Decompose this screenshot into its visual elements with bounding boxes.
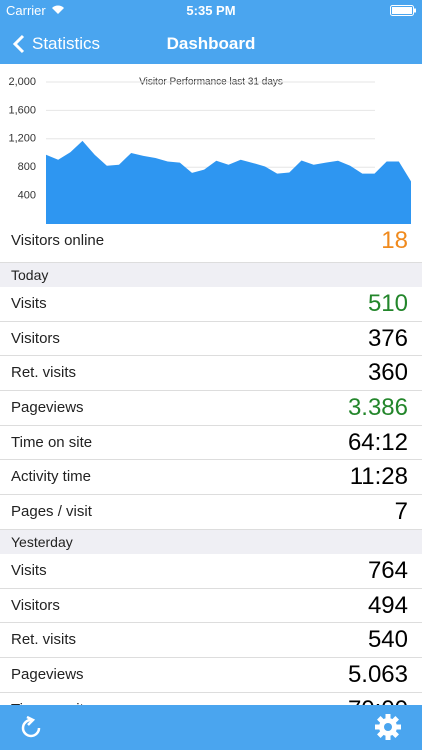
stat-value: 18 [381,227,408,254]
back-chevron[interactable] [12,34,26,54]
stat-value: 7 [394,498,408,526]
stat-row: Ret. visits 540 [0,623,422,658]
refresh-button[interactable] [19,716,43,740]
stat-value: 510 [367,290,408,317]
stat-label: Activity time [11,468,92,486]
wifi-icon [52,5,64,14]
stat-value: 494 [367,591,408,619]
stat-row: Pages / visit 7 [0,495,422,530]
back-button[interactable]: Statistics [32,34,101,53]
stat-row: Visitors 494 [0,589,422,624]
stat-label: Visitors online [11,232,105,249]
stat-row: Time on site 64:12 [0,426,422,461]
top-bar: Carrier 5:35 PM Statistics Dashboard [0,0,422,64]
stat-value: 3.386 [347,394,408,422]
stat-label: Time on site [11,433,93,451]
stat-value: 376 [367,324,408,352]
time: 5:35 PM [186,3,236,18]
y-tick-label: 2,000 [8,76,36,88]
stat-label: Ret. visits [11,631,77,649]
nav-title: Dashboard [166,34,256,53]
y-tick-label: 1,600 [8,104,36,116]
section-header: Today [0,263,422,287]
y-tick-label: 400 [18,190,36,202]
carrier: Carrier [6,3,46,18]
stat-label: Pages / visit [11,503,92,521]
settings-button[interactable] [374,713,402,741]
stat-label: Visits [11,561,47,579]
y-tick-label: 800 [18,161,36,173]
stat-value: 5.063 [347,660,408,688]
y-tick-label: 1,200 [8,133,36,145]
area [46,140,411,224]
stat-label: Visitors [11,329,60,347]
stat-label: Pageviews [11,665,84,683]
stat-value: 360 [367,359,408,387]
stat-row: Visitors online 18 [0,224,422,263]
stat-row: Pageviews 3.386 [0,391,422,426]
stat-row: Activity time 11:28 [0,460,422,496]
stat-label: Pageviews [11,399,84,417]
stat-label: Visits [11,295,47,312]
stat-row: Ret. visits 360 [0,356,422,392]
stat-value: 64:12 [347,428,408,456]
stats-list: Visitors online 18 Today Visits 510 Visitors 3… [0,224,422,728]
stat-row: Visitors 376 [0,322,422,357]
chart: Visitor Performance last 31 days 4008001… [8,76,411,224]
toolbar [0,705,422,750]
stat-value: 764 [367,556,408,584]
stat-row: Pageviews 5.063 [0,658,422,693]
stat-label: Ret. visits [11,364,77,382]
stat-value: 11:28 [349,463,408,491]
stat-row: Visits 510 [0,287,422,322]
stat-label: Visitors [11,596,60,614]
stat-value: 540 [367,626,408,654]
section-header: Yesterday [0,529,422,554]
stat-row: Visits 764 [0,554,422,589]
battery-icon [390,5,416,16]
